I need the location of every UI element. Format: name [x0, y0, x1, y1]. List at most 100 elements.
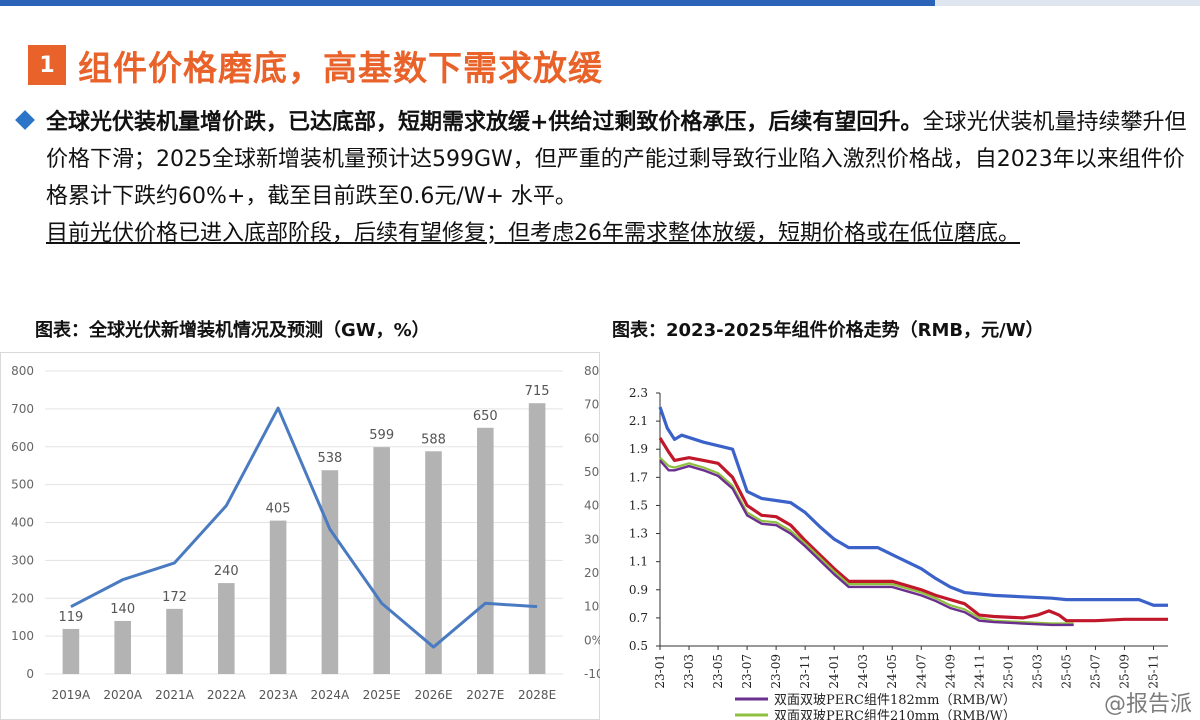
price-line-green — [659, 456, 1074, 625]
x-tick-label: 23-07 — [740, 654, 754, 689]
bar — [218, 583, 235, 674]
x-tick-label: 24-01 — [827, 654, 841, 689]
y-tick-label: 800 — [11, 364, 34, 378]
price-line-purple — [659, 459, 1074, 627]
chart-frame — [0, 352, 600, 720]
bar-value-label: 650 — [473, 409, 498, 424]
bar-value-label: 599 — [369, 428, 394, 443]
bar — [528, 403, 546, 674]
x-tick-label: 2021A — [155, 688, 195, 702]
summary-paragraph: 全球光伏装机量增价跌，已达底部，短期需求放缓+供给过剩致价格承压，后续有望回升。… — [15, 104, 1190, 252]
y-tick-label: 0 — [26, 667, 34, 681]
x-tick-label: 2020A — [103, 688, 143, 702]
watermark: @报告派 — [1103, 692, 1192, 717]
legend-label: 双面双玻PERC组件182mm（RMB/W） — [774, 693, 1016, 708]
x-tick-label: 25-01 — [1001, 654, 1015, 689]
y2-tick-label: 70% — [584, 398, 600, 412]
y-tick-label: 200 — [11, 591, 34, 605]
x-tick-label: 2026E — [414, 688, 452, 702]
bar-value-label: 538 — [317, 451, 342, 466]
right-chart-caption: 图表：2023-2025年组件价格走势（RMB，元/W） — [612, 320, 1044, 341]
x-tick-label: 2023A — [259, 688, 299, 702]
y-tick-label: 1.3 — [629, 527, 648, 541]
y-tick-label: 1.5 — [629, 498, 648, 512]
y-tick-label: 100 — [11, 629, 34, 643]
x-tick-label: 25-11 — [1146, 654, 1160, 689]
y2-tick-label: -10% — [584, 667, 600, 681]
bar — [62, 628, 80, 674]
x-tick-label: 2028E — [518, 688, 556, 702]
y-tick-label: 2.1 — [629, 414, 648, 428]
y-tick-label: 600 — [11, 440, 34, 454]
price-line-red — [658, 437, 1168, 623]
top-bar-light — [935, 0, 1200, 6]
bar — [425, 451, 442, 674]
x-tick-label: 2022A — [207, 688, 247, 702]
bar-value-label: 140 — [110, 602, 135, 617]
x-tick-label: 2025E — [363, 688, 401, 702]
bar-value-label: 119 — [58, 610, 83, 625]
y2-tick-label: 80% — [584, 364, 600, 378]
left-chart-caption: 图表：全球光伏新增装机情况及预测（GW，%） — [35, 320, 430, 341]
y2-tick-label: 30% — [584, 532, 600, 546]
y-tick-label: 0.7 — [629, 611, 648, 625]
legend-label: 双面双玻PERC组件210mm（RMB/W） — [774, 709, 1016, 720]
bar-value-label: 715 — [525, 384, 550, 399]
y-tick-label: 500 — [11, 478, 34, 492]
x-tick-label: 2019A — [52, 688, 92, 702]
top-bar-dark — [0, 0, 935, 6]
bar-value-label: 172 — [162, 590, 187, 605]
x-tick-label: 25-07 — [1088, 654, 1102, 689]
y-tick-label: 300 — [11, 553, 34, 567]
y-tick-label: 700 — [11, 402, 34, 416]
y-tick-label: 0.5 — [629, 639, 648, 653]
x-tick-label: 2027E — [466, 688, 504, 702]
x-tick-label: 25-03 — [1030, 654, 1044, 689]
y2-tick-label: 40% — [584, 499, 600, 513]
y-tick-label: 400 — [11, 516, 34, 530]
x-tick-label: 23-05 — [711, 654, 725, 689]
section-number-badge: 1 — [28, 45, 66, 85]
bar — [477, 427, 494, 674]
y2-tick-label: 20% — [584, 566, 600, 580]
x-tick-label: 23-03 — [682, 654, 696, 689]
y2-tick-label: 0% — [584, 633, 600, 647]
bar-value-label: 240 — [214, 564, 239, 579]
x-tick-label: 24-07 — [914, 654, 928, 689]
price-line-blue — [658, 406, 1168, 607]
x-tick-label: 24-05 — [885, 654, 899, 689]
x-tick-label: 23-11 — [798, 654, 812, 689]
x-tick-label: 23-09 — [769, 654, 783, 689]
y-tick-label: 2.3 — [629, 386, 648, 400]
x-tick-label: 23-01 — [653, 654, 667, 689]
bar — [114, 620, 131, 674]
paragraph-underlined: 目前光伏价格已进入底部阶段，后续有望修复；但考虑26年需求整体放缓，短期价格或在… — [46, 221, 1020, 246]
section-title: 组件价格磨底，高基数下需求放缓 — [78, 48, 603, 89]
y-tick-label: 1.7 — [629, 470, 648, 484]
y2-tick-label: 60% — [584, 431, 600, 445]
x-tick-label: 25-09 — [1117, 654, 1131, 689]
bar — [166, 608, 183, 674]
bar — [373, 447, 390, 674]
y-tick-label: 1.9 — [629, 442, 648, 456]
y2-tick-label: 50% — [584, 465, 600, 479]
bar — [269, 520, 287, 674]
installation-chart: 0 100 200 300 400 500 600 700 800 -10% 0% 10% 20% 30%… — [0, 352, 600, 720]
x-tick-label: 2024A — [311, 688, 351, 702]
bar — [321, 470, 339, 674]
paragraph-body: 全球光伏装机量持续攀升但价格下滑；2025全球新增装机量预计达599GW，但严重… — [46, 110, 1187, 209]
bar-value-label: 405 — [266, 502, 291, 517]
x-tick-label: 24-09 — [943, 654, 957, 689]
growth-rate-line — [70, 406, 538, 649]
y-tick-label: 0.9 — [629, 583, 648, 597]
bar-value-label: 588 — [421, 432, 446, 447]
x-tick-label: 25-05 — [1059, 654, 1073, 689]
top-accent-bar — [0, 0, 1200, 6]
y-tick-label: 1.1 — [629, 555, 648, 569]
x-tick-label: 24-03 — [856, 654, 870, 689]
y2-tick-label: 10% — [584, 600, 600, 614]
paragraph-lead: 全球光伏装机量增价跌，已达底部，短期需求放缓+供给过剩致价格承压，后续有望回升。 — [46, 110, 923, 135]
section-header: 1 组件价格磨底，高基数下需求放缓 — [28, 40, 603, 90]
x-tick-label: 24-11 — [972, 654, 986, 689]
module-price-chart: 0.5 0.7 0.9 1.1 1.3 1.5 1.7 1.9 2.1 2.3 23-01 23-03… — [629, 386, 1168, 720]
